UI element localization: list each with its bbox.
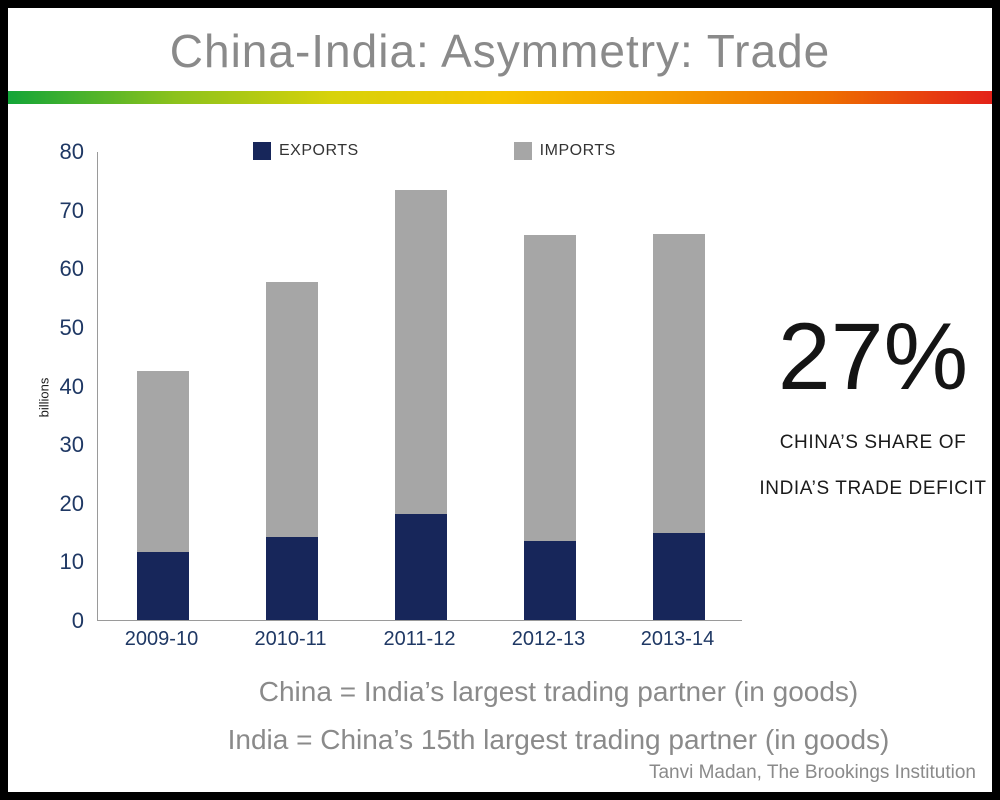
bar-segment-exports [523, 540, 576, 620]
x-axis-ticks: 2009-10 2010-11 2011-12 2012-13 2013-14 [97, 628, 742, 656]
x-axis-tick: 2010-11 [254, 628, 327, 650]
x-axis-tick: 2009-10 [124, 628, 199, 650]
bar-segment-imports [523, 234, 576, 541]
callout-caption-line2: INDIA’S TRADE DEFICIT [759, 477, 987, 499]
bar-2010-11 [227, 152, 356, 620]
gradient-divider [8, 91, 992, 104]
chart-legend: EXPORTS IMPORTS [253, 142, 616, 160]
y-axis-tick: 70 [59, 197, 84, 223]
legend-label: EXPORTS [279, 142, 359, 159]
bar-segment-imports [265, 281, 318, 537]
callout-value: 27% [777, 304, 969, 410]
y-axis-tick: 20 [59, 490, 84, 516]
bar-segment-imports [136, 371, 189, 552]
legend-swatch-icon [513, 142, 532, 160]
x-axis-tick: 2012-13 [511, 628, 586, 650]
bar-segment-imports [394, 189, 447, 514]
callout: 27% CHINA’S SHARE OF INDIA’S TRADE DEFIC… [753, 304, 992, 500]
note-line-2: India = China’s 15th largest trading par… [227, 724, 890, 755]
y-axis-tick: 40 [59, 373, 84, 399]
y-axis-tick: 50 [59, 314, 84, 340]
legend-item-imports: IMPORTS [513, 142, 616, 160]
bar-2009-10 [98, 152, 227, 620]
notes: China = India’s largest trading partner … [125, 668, 992, 764]
bar-segment-imports [652, 234, 705, 534]
callout-caption-line1: CHINA’S SHARE OF [779, 431, 967, 453]
note-line-1: China = India’s largest trading partner … [258, 676, 859, 707]
page-title: China-India: Asymmetry: Trade [169, 25, 831, 77]
y-axis-tick: 60 [59, 256, 84, 282]
bar-segment-exports [652, 533, 705, 620]
bar-segment-exports [394, 513, 447, 620]
x-axis-tick: 2011-12 [383, 628, 456, 650]
attribution: Tanvi Madan, The Brookings Institution [648, 762, 976, 783]
legend-item-exports: EXPORTS [253, 142, 359, 160]
bar-2011-12 [356, 152, 485, 620]
y-axis-tick: 80 [59, 139, 84, 164]
legend-swatch-icon [253, 142, 271, 160]
bar-segment-exports [136, 552, 189, 620]
y-axis-tick: 30 [59, 432, 84, 458]
bar-2013-14 [614, 152, 743, 620]
x-axis-tick: 2013-14 [640, 628, 715, 650]
y-axis-tick: 0 [71, 608, 84, 633]
plot-area [97, 152, 742, 621]
bar-segment-exports [265, 536, 318, 620]
bar-2012-13 [485, 152, 614, 620]
legend-label: IMPORTS [539, 142, 616, 159]
y-axis-ticks: 0 10 20 30 40 50 60 70 80 [32, 139, 84, 633]
y-axis-tick: 10 [59, 549, 84, 575]
